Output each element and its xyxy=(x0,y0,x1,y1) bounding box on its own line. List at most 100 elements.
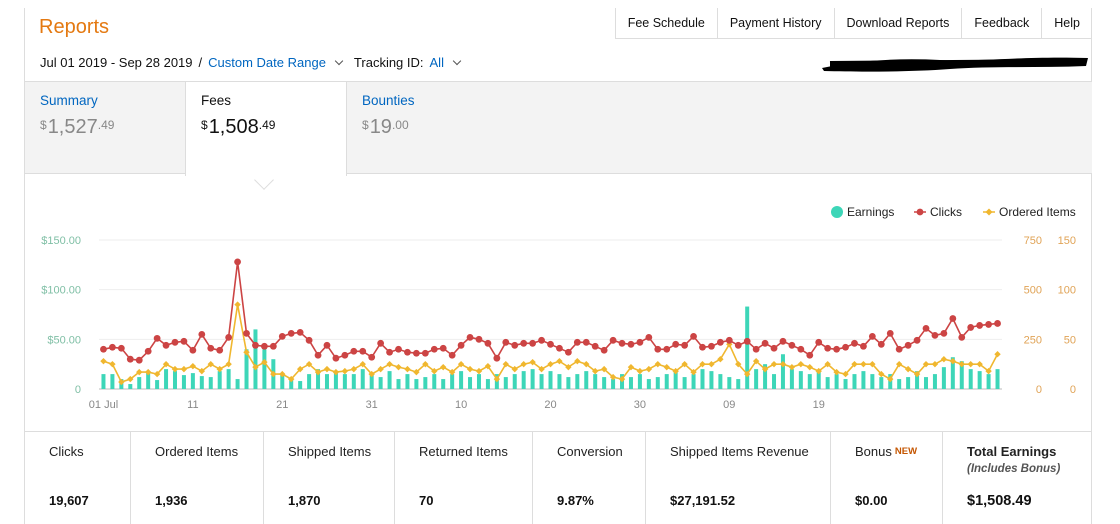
earnings-bar xyxy=(450,374,455,389)
ordered-items-point xyxy=(234,301,241,308)
ordered-items-point xyxy=(779,360,787,368)
ordered-items-point xyxy=(949,357,957,365)
clicks-point xyxy=(654,345,662,353)
chevron-down-icon[interactable] xyxy=(334,56,344,66)
help-link[interactable]: Help xyxy=(1041,8,1092,38)
report-filters: Jul 01 2019 - Sep 28 2019 / Custom Date … xyxy=(40,55,472,70)
payment-history-link[interactable]: Payment History xyxy=(716,8,834,38)
clicks-point xyxy=(368,353,376,361)
clicks-point xyxy=(815,338,823,346)
ordered-items-point xyxy=(288,375,295,383)
tab-summary[interactable]: Summary $1,527.49 xyxy=(25,82,187,175)
clicks-point xyxy=(207,344,215,352)
earnings-bar xyxy=(870,374,875,389)
clicks-point xyxy=(797,345,805,353)
clicks-point xyxy=(699,343,706,351)
clicks-point xyxy=(985,321,992,328)
clicks-point xyxy=(600,346,608,354)
clicks-point xyxy=(663,345,671,353)
ordered-items-point xyxy=(368,370,375,378)
earnings-bar xyxy=(906,377,911,389)
earnings-bar xyxy=(566,377,571,389)
earnings-bar xyxy=(316,369,321,389)
clicks-point xyxy=(412,349,420,357)
stat-bonus: Bonus NEW $0.00 xyxy=(831,432,943,524)
clicks-point xyxy=(547,340,554,348)
earnings-bar xyxy=(995,369,1000,389)
earnings-bar xyxy=(950,357,955,389)
ordered-items-point xyxy=(118,378,125,386)
earnings-bar xyxy=(253,329,258,389)
clicks-point xyxy=(743,337,751,345)
ordered-items-point xyxy=(994,351,1001,358)
earnings-bar xyxy=(190,373,195,389)
earnings-bar xyxy=(700,369,705,389)
clicks-point xyxy=(278,332,286,340)
tab-fees[interactable]: Fees $1,508.49 xyxy=(185,82,347,176)
download-reports-link[interactable]: Download Reports xyxy=(833,8,962,38)
ordered-items-point xyxy=(645,365,653,373)
ordered-items-point xyxy=(207,360,214,368)
earnings-bar xyxy=(137,377,142,389)
ordered-items-point xyxy=(341,367,349,375)
earnings-bar xyxy=(584,371,589,389)
tab-fees-label: Fees xyxy=(201,93,232,108)
ordered-items-point xyxy=(109,360,116,368)
earnings-bar xyxy=(128,384,133,389)
clicks-point xyxy=(153,334,161,342)
feedback-link[interactable]: Feedback xyxy=(961,8,1041,38)
clicks-point xyxy=(994,320,1001,327)
earnings-bar xyxy=(155,380,160,389)
y-left-tick-label: 0 xyxy=(75,384,81,396)
earnings-bar xyxy=(378,377,383,389)
clicks-point xyxy=(922,325,930,332)
clicks-point xyxy=(234,258,241,266)
clicks-point xyxy=(261,342,268,350)
clicks-point xyxy=(672,340,680,348)
clicks-point xyxy=(439,344,447,352)
ordered-items-point xyxy=(940,356,948,363)
stat-ordered-items: Ordered Items 1,936 xyxy=(131,432,264,524)
ordered-items-point xyxy=(252,363,259,371)
clicks-point xyxy=(180,337,188,345)
clicks-point xyxy=(162,341,170,349)
clicks-point xyxy=(493,354,501,362)
earnings-bar xyxy=(763,364,768,389)
tab-bounties-label: Bounties xyxy=(362,93,415,108)
earnings-bar xyxy=(521,371,526,389)
tracking-id-dropdown[interactable]: All xyxy=(429,55,444,70)
x-tick-label: 11 xyxy=(187,399,198,411)
ordered-items-point xyxy=(681,360,688,368)
custom-date-range-dropdown[interactable]: Custom Date Range xyxy=(208,55,326,70)
clicks-point xyxy=(770,344,778,352)
x-tick-label: 30 xyxy=(634,399,646,411)
earnings-bar xyxy=(530,369,535,389)
ordered-items-point xyxy=(922,360,930,368)
earnings-bar xyxy=(879,377,884,389)
clicks-point xyxy=(708,342,715,350)
clicks-point xyxy=(189,346,197,354)
x-tick-label: 10 xyxy=(455,399,467,411)
tracking-id-label: Tracking ID: xyxy=(353,55,424,70)
earnings-bar xyxy=(843,379,848,389)
ordered-items-point xyxy=(860,360,867,368)
clicks-point xyxy=(556,344,563,352)
stats-bar: Clicks 19,607 Ordered Items 1,936 Shipped … xyxy=(25,431,1092,524)
top-nav: Fee Schedule Payment History Download Re… xyxy=(614,8,1092,39)
clicks-point xyxy=(538,336,545,344)
y-right-ordered-tick-label: 0 xyxy=(1070,384,1076,396)
fee-schedule-link[interactable]: Fee Schedule xyxy=(614,8,717,38)
clicks-point xyxy=(466,333,474,341)
earnings-bar xyxy=(709,371,714,389)
clicks-point xyxy=(904,341,912,349)
earnings-bar xyxy=(593,374,598,389)
clicks-point xyxy=(636,338,644,346)
ordered-items-point xyxy=(672,367,679,375)
earnings-bar xyxy=(485,379,490,389)
clicks-point xyxy=(448,351,456,359)
chevron-down-icon[interactable] xyxy=(452,56,462,66)
date-separator: / xyxy=(198,55,203,70)
tab-bounties[interactable]: Bounties $19.00 xyxy=(347,82,509,175)
clicks-point xyxy=(502,338,510,346)
earnings-bar xyxy=(691,374,696,389)
